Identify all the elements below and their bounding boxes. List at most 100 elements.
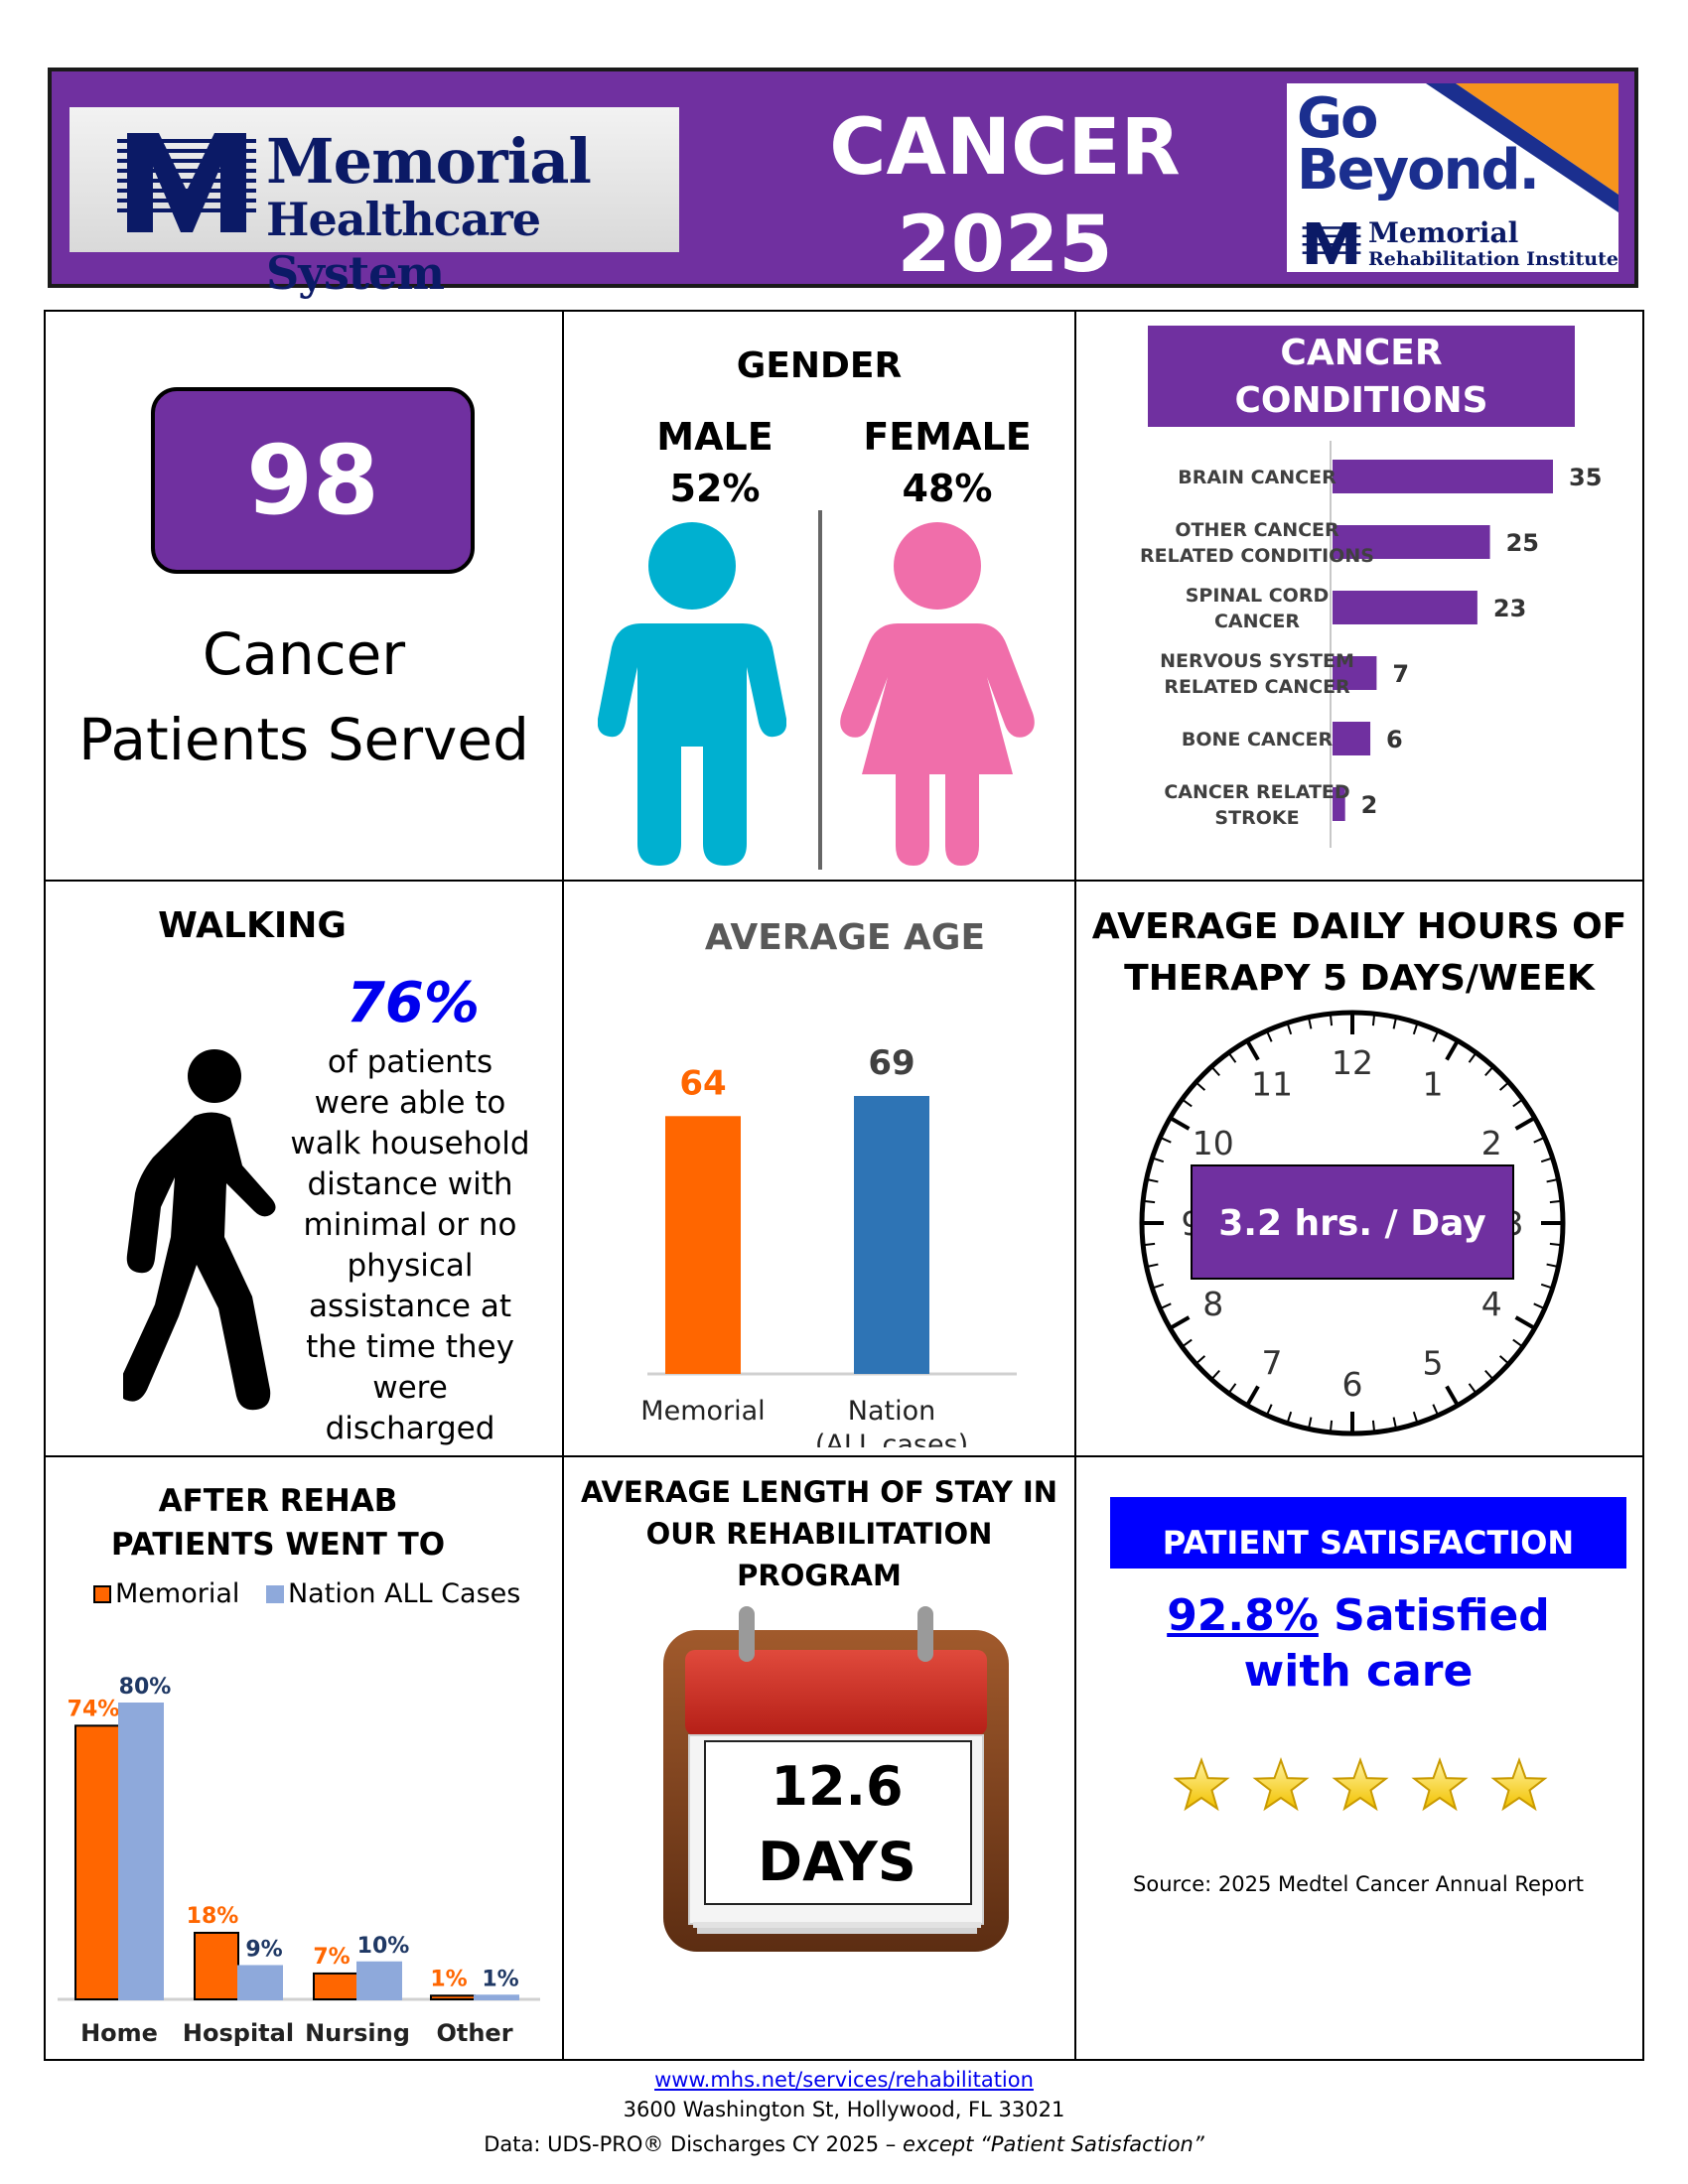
data-source: Data: UDS-PRO® Discharges CY 2025 – exce… — [0, 2126, 1688, 2162]
average-age-heading: AVERAGE AGE — [704, 917, 986, 958]
clock-tick — [1512, 1099, 1522, 1108]
clock-tick — [1533, 1137, 1544, 1144]
address: 3600 Washington St, Hollywood, FL 33021 — [623, 2098, 1065, 2121]
rehab-bar — [74, 1724, 120, 2000]
header-banner: Memorial Healthcare System CANCER 2025 G… — [48, 68, 1638, 300]
clock-tick — [1445, 1385, 1459, 1405]
clock-tick — [1196, 1082, 1206, 1091]
rehab-bar — [194, 1931, 239, 2001]
therapy-heading-line1: AVERAGE DAILY HOURS OF — [1091, 906, 1627, 947]
rehab-bar — [118, 1703, 164, 2000]
logo-right-sub2: Rehabilitation Institute — [1368, 248, 1618, 270]
walking-text-line: were — [372, 1370, 448, 1406]
data-source-exception: except “Patient Satisfaction” — [902, 2132, 1204, 2156]
go-beyond-stripe-icon — [1426, 83, 1618, 212]
star-icon — [1174, 1757, 1230, 1812]
clock-tick — [1412, 1024, 1418, 1035]
clock-tick — [1468, 1053, 1477, 1063]
rehab-value-label: 1% — [430, 1967, 467, 1991]
therapy-heading: AVERAGE DAILY HOURS OF THERAPY 5 DAYS/WE… — [1076, 901, 1642, 1005]
clock-tick — [1432, 1404, 1439, 1415]
age-category-label: Memorial — [640, 1396, 765, 1427]
clock-tick — [1392, 1417, 1397, 1428]
clock-tick — [1153, 1283, 1165, 1289]
beyond-text: Beyond. — [1297, 138, 1540, 203]
clock-tick — [1266, 1031, 1273, 1042]
male-person-icon — [598, 522, 786, 866]
footer: www.mhs.net/services/rehabilitation 3600… — [0, 2065, 1688, 2162]
clock-tick — [1546, 1263, 1557, 1268]
female-label: FEMALE — [863, 415, 1032, 459]
condition-category-label: RELATED CANCER — [1164, 676, 1350, 698]
clock-number: 1 — [1423, 1065, 1444, 1104]
cancer-conditions-panel: CANCER CONDITIONS WE TREATED 35 BRAIN CAN… — [1076, 312, 1642, 882]
rehab-value-label: 1% — [482, 1967, 518, 1991]
condition-bar — [1333, 722, 1371, 755]
age-bar — [665, 1116, 741, 1374]
condition-value-label: 6 — [1386, 726, 1403, 753]
condition-category-label: CANCER — [1214, 611, 1300, 632]
age-category-label: Nation — [848, 1396, 935, 1427]
go-beyond-logo: Go Beyond. Memorial Rehabilitation Insti… — [1287, 83, 1618, 272]
gender-panel: GENDER MALE 52% FEMALE 48% — [564, 312, 1076, 882]
clock-tick — [1287, 1411, 1293, 1423]
clock-tick — [1145, 1200, 1156, 1204]
condition-category-label: BONE CANCER — [1182, 729, 1334, 751]
rehab-value-label: 18% — [187, 1904, 239, 1929]
rehab-category-label: Nursing — [305, 2019, 410, 2047]
legend-memorial: Memorial — [115, 1578, 240, 1609]
clock-tick — [1540, 1283, 1552, 1289]
clock-tick — [1371, 1016, 1375, 1026]
satisfaction-heading: PATIENT SATISFACTION — [1110, 1497, 1626, 1569]
clock-number: 5 — [1423, 1343, 1444, 1382]
clock-tick — [1514, 1117, 1534, 1131]
star-icon — [1411, 1757, 1469, 1812]
condition-value-label: 2 — [1361, 791, 1378, 819]
rehab-bar — [474, 1994, 519, 2000]
memorial-healthcare-logo: Memorial Healthcare System — [70, 107, 679, 300]
walking-text-line: walk household — [290, 1126, 530, 1161]
conditions-bar-chart: 35 BRAIN CANCER 25 OTHER CANCER RELATED COND… — [1140, 441, 1602, 848]
walking-text-line: assistance at — [309, 1289, 511, 1324]
go-text: Go — [1297, 86, 1378, 151]
clock-number: 4 — [1481, 1285, 1502, 1323]
logo-left-line1: Memorial — [266, 125, 592, 198]
clock-tick — [1546, 1178, 1557, 1183]
walking-description: of patients were able to walk household dis… — [280, 1042, 540, 1449]
clock-tick — [1330, 1016, 1334, 1026]
legend-swatch-memorial — [93, 1585, 111, 1603]
condition-category-label: RELATED CONDITIONS — [1140, 545, 1374, 567]
stay-heading-line2: OUR REHABILITATION PROGRAM — [645, 1517, 993, 1592]
clock-tick — [1183, 1099, 1193, 1108]
conditions-heading-line1: CANCER CONDITIONS — [1234, 333, 1488, 421]
walking-heading: WALKING — [158, 905, 347, 946]
clock-number: 6 — [1342, 1365, 1363, 1404]
stay-unit: DAYS — [758, 1831, 916, 1893]
condition-bar — [1333, 591, 1477, 624]
stay-value: 12.6 — [771, 1755, 904, 1818]
clock-tick — [1211, 1369, 1220, 1379]
clock-tick — [1161, 1302, 1172, 1309]
walking-percent: 76% — [346, 971, 481, 1035]
condition-value-label: 25 — [1506, 529, 1539, 557]
clock-tick — [1196, 1355, 1206, 1364]
length-of-stay-panel: AVERAGE LENGTH OF STAY IN OUR REHABILITA… — [564, 1457, 1076, 2059]
walking-text-line: discharged — [325, 1411, 495, 1446]
clock-tick — [1445, 1041, 1459, 1061]
rehab-value-label: 7% — [313, 1945, 350, 1970]
website-link[interactable]: www.mhs.net/services/rehabilitation — [654, 2068, 1034, 2092]
age-value-label: 64 — [679, 1063, 726, 1103]
clock-tick — [1171, 1315, 1191, 1329]
clock-tick — [1549, 1242, 1560, 1246]
condition-category-label: BRAIN CANCER — [1178, 467, 1336, 488]
therapy-value-box — [1191, 1164, 1514, 1280]
rehab-bar — [313, 1972, 358, 2000]
stay-heading: AVERAGE LENGTH OF STAY IN OUR REHABILITA… — [564, 1471, 1074, 1596]
after-rehab-heading-line1: AFTER REHAB — [158, 1483, 398, 1519]
clock-tick — [1330, 1420, 1334, 1431]
clock-number: 11 — [1251, 1065, 1293, 1104]
therapy-value: 3.2 hrs. / Day — [1218, 1203, 1486, 1244]
clock-tick — [1183, 1338, 1193, 1347]
condition-category-label: OTHER CANCER — [1175, 519, 1339, 541]
data-source-prefix: Data: UDS-PRO® Discharges CY 2025 – — [484, 2132, 903, 2156]
